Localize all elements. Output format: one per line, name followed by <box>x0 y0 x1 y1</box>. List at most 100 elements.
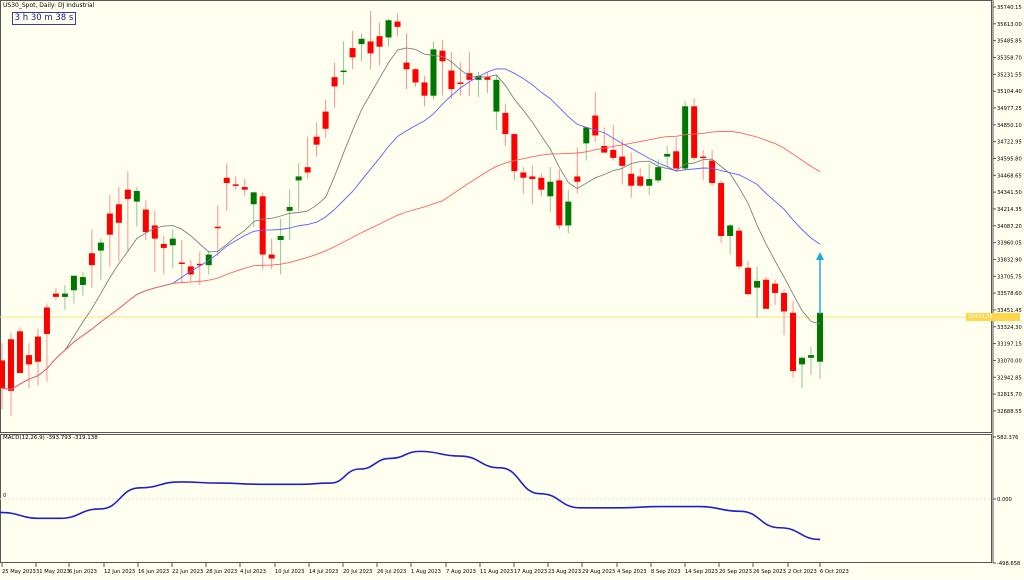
candle-body <box>619 156 626 166</box>
svg-text:35740.15: 35740.15 <box>997 5 1022 11</box>
candle-body <box>268 254 275 259</box>
candle-body <box>583 127 590 144</box>
symbol-title: US30_Spot, Daily: DJ Industrial <box>3 2 95 9</box>
svg-text:-498.658: -498.658 <box>997 561 1020 567</box>
svg-text:33324.30: 33324.30 <box>997 325 1022 331</box>
macd-line <box>0 450 821 541</box>
svg-text:34850.10: 34850.10 <box>997 123 1022 129</box>
candle-body <box>700 156 707 159</box>
candlestick-series <box>0 10 823 417</box>
candle-body <box>610 149 617 158</box>
svg-text:20 Sep 2023: 20 Sep 2023 <box>719 569 752 575</box>
svg-text:28 Jun 2023: 28 Jun 2023 <box>206 569 237 575</box>
bar-countdown-timer: 3 h 30 m 38 s <box>12 12 76 25</box>
candle-body <box>313 136 320 145</box>
candle-body <box>349 48 356 58</box>
candle-body <box>673 151 680 169</box>
candle-body <box>493 79 500 112</box>
candle-body <box>664 153 671 157</box>
candle-body <box>232 184 239 186</box>
svg-text:35613.00: 35613.00 <box>997 22 1022 28</box>
candle-body <box>241 187 248 190</box>
svg-text:16 Jun 2023: 16 Jun 2023 <box>138 569 169 575</box>
candle-body <box>592 115 599 136</box>
up-arrow-icon <box>816 252 824 314</box>
svg-text:34087.20: 34087.20 <box>997 224 1022 230</box>
svg-text:14 Jul 2023: 14 Jul 2023 <box>309 569 338 575</box>
candle-body <box>286 206 293 211</box>
svg-text:26 Jul 2023: 26 Jul 2023 <box>377 569 406 575</box>
svg-text:33960.05: 33960.05 <box>997 241 1022 247</box>
candle-body <box>295 176 302 181</box>
candle-body <box>88 253 95 266</box>
candle-body <box>394 21 401 27</box>
svg-text:35358.70: 35358.70 <box>997 55 1022 61</box>
svg-text:4 Sep 2023: 4 Sep 2023 <box>617 569 647 575</box>
svg-text:26 Sep 2023: 26 Sep 2023 <box>753 569 786 575</box>
current-price-tag: 33433.25 <box>966 313 1020 321</box>
candle-body <box>511 134 518 172</box>
candle-body <box>655 167 662 181</box>
candle-body <box>628 173 635 186</box>
svg-text:35231.55: 35231.55 <box>997 72 1022 78</box>
svg-text:23 Aug 2023: 23 Aug 2023 <box>548 569 581 575</box>
svg-text:32942.85: 32942.85 <box>997 375 1022 381</box>
candle-body <box>52 293 59 297</box>
candle-body <box>736 230 743 267</box>
time-axis: 25 May 2023 31 May 2023 6 Jun 2023 12 Jun 2… <box>1 563 849 575</box>
svg-text:6 Oct 2023: 6 Oct 2023 <box>820 569 849 575</box>
candle-body <box>781 292 788 312</box>
candle-body <box>727 225 734 237</box>
candle-body <box>403 62 410 70</box>
svg-text:20 Jul 2023: 20 Jul 2023 <box>343 569 372 575</box>
price-axis: 35740.15 35613.00 35485.85 35358.70 35231.55… <box>993 5 1022 415</box>
svg-text:32688.55: 32688.55 <box>997 409 1022 415</box>
svg-text:34595.80: 34595.80 <box>997 156 1022 162</box>
svg-text:29 Aug 2023: 29 Aug 2023 <box>582 569 615 575</box>
candle-body <box>151 225 158 239</box>
candle-body <box>178 262 185 264</box>
candle-body <box>340 70 347 73</box>
candle-body <box>574 176 581 182</box>
candle-body <box>376 36 383 47</box>
svg-text:10 Jul 2023: 10 Jul 2023 <box>275 569 304 575</box>
candle-body <box>331 77 338 87</box>
svg-text:35485.85: 35485.85 <box>997 39 1022 45</box>
candle-body <box>259 196 266 255</box>
svg-text:17 Aug 2023: 17 Aug 2023 <box>514 569 547 575</box>
candle-body <box>7 339 14 391</box>
candle-body <box>763 279 770 309</box>
svg-text:8 Sep 2023: 8 Sep 2023 <box>651 569 681 575</box>
svg-text:12 Jun 2023: 12 Jun 2023 <box>104 569 135 575</box>
candle-body <box>601 146 608 153</box>
candle-body <box>115 204 122 223</box>
candle-body <box>718 183 725 237</box>
candle-body <box>43 307 50 334</box>
candle-body <box>520 172 527 178</box>
svg-text:34214.35: 34214.35 <box>997 207 1022 213</box>
macd-axis: 582.376 0.000 -498.658 <box>993 435 1020 567</box>
svg-text:33197.15: 33197.15 <box>997 342 1022 348</box>
candle-body <box>322 111 329 129</box>
candle-body <box>430 49 437 96</box>
svg-text:25 May 2023: 25 May 2023 <box>2 569 36 575</box>
candle-body <box>133 191 140 202</box>
candle-body <box>799 357 806 365</box>
svg-text:14 Sep 2023: 14 Sep 2023 <box>685 569 718 575</box>
svg-text:4 Jul 2023: 4 Jul 2023 <box>240 569 266 575</box>
svg-text:33578.60: 33578.60 <box>997 291 1022 297</box>
svg-text:31 May 2023: 31 May 2023 <box>36 569 70 575</box>
candle-body <box>691 106 698 158</box>
svg-text:34722.95: 34722.95 <box>997 140 1022 146</box>
candle-body <box>421 82 428 96</box>
candle-body <box>70 275 77 291</box>
candle-body <box>34 336 41 362</box>
candle-body <box>16 331 23 374</box>
moving-average-line <box>1 47 821 390</box>
candle-body <box>277 236 284 240</box>
moving-average-line <box>1 130 821 390</box>
candle-body <box>0 360 5 389</box>
svg-text:1 Aug 2023: 1 Aug 2023 <box>411 569 441 575</box>
